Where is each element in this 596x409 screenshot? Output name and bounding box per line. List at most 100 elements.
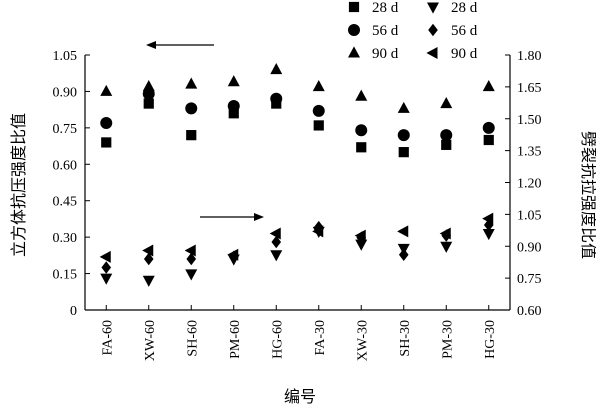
series-right-diamond: [101, 218, 494, 274]
data-point: [355, 89, 368, 101]
right-y-tick-label: 1.50: [517, 113, 542, 128]
data-point: [185, 269, 198, 281]
data-point: [227, 100, 240, 112]
series-left-circle: [100, 87, 495, 142]
data-point: [482, 229, 495, 241]
legend-marker: [426, 47, 438, 59]
x-tick-label: XW-60: [143, 320, 158, 361]
data-point: [270, 62, 283, 75]
x-tick-label: FA-30: [313, 320, 328, 356]
legend-marker: [348, 46, 360, 58]
series-left-square: [101, 98, 494, 158]
series-right-triangle-down: [100, 226, 495, 287]
x-tick-label: HG-60: [270, 320, 285, 359]
right-y-tick-label: 1.65: [517, 81, 542, 96]
data-point: [397, 225, 409, 238]
data-point: [143, 98, 154, 109]
left-y-tick-label: 0.15: [53, 268, 78, 283]
x-tick-label: FA-60: [100, 320, 115, 356]
left-y-tick-label: 0.60: [53, 158, 78, 173]
right-y-tick-label: 1.05: [517, 208, 542, 223]
axes: 0 0.15 0.30 0.45 0.60 0.75 0.90 1.05 0.60 0.75 0.9…: [53, 49, 542, 361]
right-y-tick-label: 0.60: [517, 304, 542, 319]
data-point: [142, 275, 155, 287]
data-point: [312, 225, 324, 238]
data-point: [143, 252, 154, 266]
data-point: [186, 252, 197, 266]
data-point: [440, 96, 453, 109]
legend-label: 56 d: [372, 23, 399, 39]
data-point: [313, 120, 324, 131]
x-tick-label: SH-60: [185, 320, 200, 357]
legend-label: 56 d: [451, 23, 478, 39]
x-tick-label: PM-30: [440, 320, 455, 359]
data-point: [482, 121, 495, 134]
left-y-tick-label: 0.45: [53, 195, 78, 210]
data-point: [101, 261, 112, 274]
right-axis-arrowhead: [254, 213, 264, 221]
left-y-tick-label: 0.90: [53, 85, 78, 100]
legend: 28 d 56 d 90 d 28 d 56 d 90 d: [348, 0, 478, 62]
axis-titles: 编号 立方体抗压强度比值 劈裂抗拉强度比值: [9, 113, 596, 406]
data-point: [355, 239, 368, 251]
data-point: [440, 129, 453, 142]
legend-label: 90 d: [451, 46, 478, 62]
data-point: [142, 79, 155, 92]
data-point: [142, 244, 154, 257]
left-y-axis-title: 立方体抗压强度比值: [9, 113, 28, 257]
left-y-tick-label: 0: [70, 304, 77, 319]
legend-label: 90 d: [372, 46, 399, 62]
legend-marker: [428, 23, 438, 37]
data-point: [228, 108, 239, 119]
data-point: [269, 227, 281, 240]
data-point: [354, 229, 366, 242]
data-point: [99, 250, 111, 263]
x-tick-label: XW-30: [355, 320, 370, 361]
data-point: [271, 235, 282, 249]
right-y-tick-label: 1.20: [517, 177, 542, 192]
legend-marker: [427, 2, 439, 14]
right-y-tick-label: 1.80: [517, 49, 542, 64]
legend-marker: [348, 1, 360, 13]
data-marks: [99, 62, 495, 287]
axis-arrows: [146, 41, 264, 221]
data-point: [397, 129, 410, 142]
data-point: [184, 244, 196, 257]
left-y-tick-label: 0.30: [53, 231, 78, 246]
data-point: [100, 117, 113, 129]
data-point: [270, 250, 283, 262]
data-point: [482, 79, 495, 92]
x-axis-title: 编号: [284, 387, 316, 406]
data-point: [101, 137, 112, 148]
legend-label: 28 d: [451, 0, 478, 16]
right-y-tick-label: 1.35: [517, 145, 542, 160]
left-y-tick-label: 1.05: [53, 49, 78, 64]
data-point: [398, 248, 409, 262]
data-point: [483, 134, 494, 146]
series-left-triangle-up: [100, 62, 495, 113]
data-point: [100, 84, 113, 96]
data-point: [398, 147, 409, 158]
data-point: [185, 77, 198, 89]
data-point: [397, 101, 410, 113]
data-point: [356, 142, 367, 153]
data-point: [270, 92, 283, 105]
data-point: [227, 248, 239, 261]
data-point: [227, 75, 240, 87]
data-point: [482, 212, 494, 225]
right-y-tick-label: 0.90: [517, 240, 542, 255]
data-point: [355, 124, 368, 137]
data-point: [440, 241, 453, 253]
legend-label: 28 d: [372, 0, 399, 16]
data-point: [100, 273, 113, 285]
right-y-axis-title: 劈裂抗拉强度比值: [579, 131, 596, 259]
x-tick-label: PM-60: [228, 320, 243, 359]
left-axis-arrowhead: [146, 41, 156, 49]
data-point: [312, 79, 325, 92]
legend-marker: [348, 24, 360, 36]
x-tick-label: SH-30: [398, 320, 413, 357]
data-point: [441, 139, 452, 150]
data-point: [439, 227, 451, 240]
right-y-tick-label: 0.75: [517, 272, 542, 287]
